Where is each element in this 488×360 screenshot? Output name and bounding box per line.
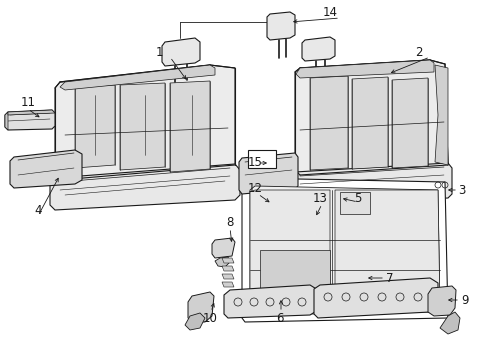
Text: 1: 1 — [155, 45, 163, 58]
Polygon shape — [222, 274, 234, 279]
Text: 6: 6 — [276, 311, 283, 324]
Polygon shape — [351, 77, 387, 169]
Text: 11: 11 — [20, 96, 36, 109]
Polygon shape — [266, 12, 294, 40]
Polygon shape — [391, 78, 427, 168]
Text: 12: 12 — [247, 181, 262, 194]
Polygon shape — [302, 37, 334, 61]
Bar — [247, 150, 275, 168]
Polygon shape — [55, 65, 235, 180]
Text: 2: 2 — [414, 45, 422, 58]
Text: 10: 10 — [202, 311, 217, 324]
Polygon shape — [5, 112, 8, 130]
Polygon shape — [5, 110, 55, 130]
Text: 9: 9 — [460, 293, 468, 306]
Polygon shape — [60, 65, 215, 90]
Polygon shape — [50, 164, 240, 210]
Polygon shape — [290, 163, 451, 206]
Text: 13: 13 — [312, 192, 327, 204]
Text: 3: 3 — [457, 184, 465, 197]
Polygon shape — [162, 38, 200, 66]
Polygon shape — [249, 186, 439, 314]
Polygon shape — [242, 178, 447, 322]
Polygon shape — [224, 285, 317, 318]
Polygon shape — [10, 150, 82, 188]
Polygon shape — [187, 292, 214, 322]
Polygon shape — [170, 81, 209, 172]
Polygon shape — [439, 312, 459, 334]
Polygon shape — [222, 258, 234, 263]
Polygon shape — [295, 60, 433, 78]
Text: 8: 8 — [226, 216, 233, 229]
Text: 14: 14 — [322, 5, 337, 18]
Polygon shape — [75, 85, 115, 168]
Text: 5: 5 — [354, 192, 361, 204]
Polygon shape — [260, 250, 329, 295]
Polygon shape — [239, 153, 297, 194]
Polygon shape — [313, 278, 437, 318]
Polygon shape — [434, 65, 447, 165]
Text: 7: 7 — [386, 271, 393, 284]
Polygon shape — [222, 266, 234, 271]
Polygon shape — [120, 83, 164, 170]
Bar — [339, 192, 369, 214]
Polygon shape — [8, 110, 55, 115]
Polygon shape — [334, 190, 439, 312]
Polygon shape — [427, 286, 455, 316]
Polygon shape — [294, 60, 447, 175]
Polygon shape — [249, 190, 329, 314]
Text: 4: 4 — [34, 203, 41, 216]
Polygon shape — [212, 238, 235, 258]
Text: 15: 15 — [247, 156, 262, 168]
Polygon shape — [184, 313, 204, 330]
Polygon shape — [222, 282, 234, 287]
Polygon shape — [215, 257, 229, 267]
Polygon shape — [309, 76, 347, 170]
